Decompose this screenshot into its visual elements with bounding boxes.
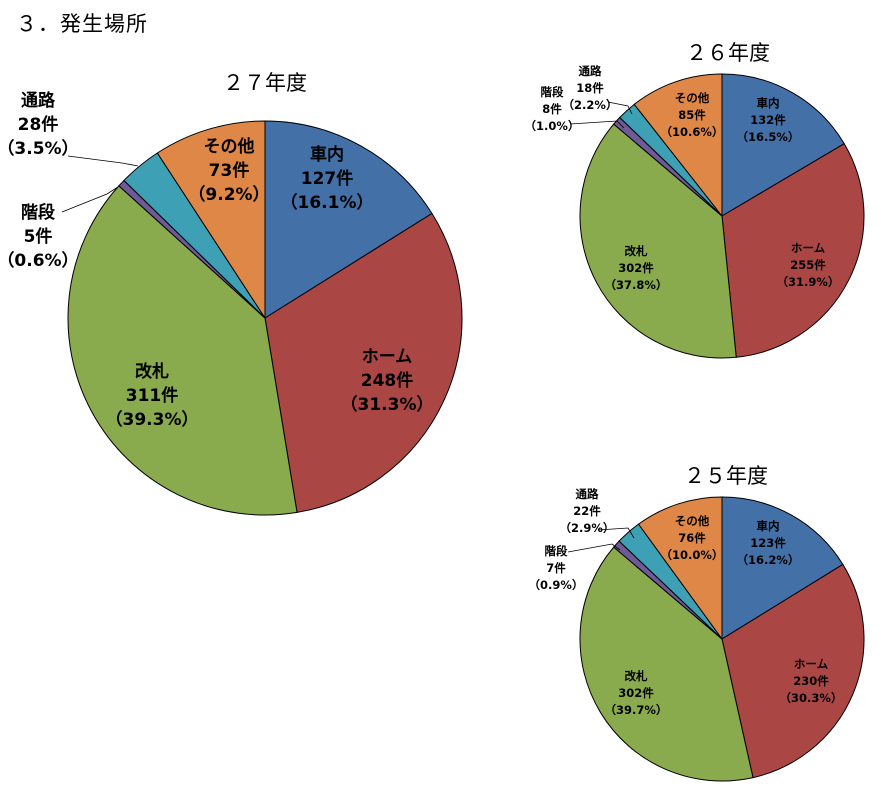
- leader-line: [569, 120, 625, 129]
- pie-slice: [721, 143, 865, 358]
- page-title: ３．発生場所: [16, 12, 148, 36]
- slice-label: ホーム 255件（31.9%）: [777, 241, 840, 289]
- slice-label: ホーム 248件（31.3%）: [341, 347, 434, 415]
- pie-slice: [721, 73, 845, 217]
- pie-slice: [637, 496, 723, 641]
- chart-title: ２５年度: [684, 464, 768, 488]
- slice-label: 車内 127件（16.1%）: [281, 144, 374, 213]
- slice-label: 改札 302件（37.8%）: [605, 244, 668, 292]
- slice-label: 階段 5件（0.6%）: [0, 202, 79, 271]
- leader-line: [607, 101, 633, 115]
- slice-label: その他 76件（10.0%）: [661, 514, 724, 562]
- chart-title: ２６年度: [686, 41, 770, 65]
- chart-title: ２７年度: [223, 71, 307, 95]
- leader-line: [61, 186, 119, 213]
- pie-slice: [579, 546, 754, 782]
- leader-line: [567, 543, 621, 553]
- slice-label: 改札 311件（39.3%）: [106, 361, 199, 430]
- pie-slice: [721, 563, 865, 779]
- pie-slice: [721, 496, 844, 640]
- pie-slice: [264, 120, 433, 319]
- pie-slice: [156, 120, 266, 320]
- slice-label: 階段 8件（1.0%）: [525, 85, 580, 133]
- slice-label: 車内 132件（16.5%）: [737, 96, 800, 144]
- slice-label: 通路 18件（2.2%）: [563, 64, 618, 112]
- pie-slice: [579, 123, 737, 359]
- leader-line: [67, 155, 139, 167]
- pie-slice: [264, 212, 463, 513]
- slice-label: 階段 7件（0.9%）: [529, 544, 584, 592]
- leader-line: [597, 527, 635, 539]
- slice-label: 通路 22件（2.9%）: [560, 487, 615, 535]
- slice-label: その他 85件（10.6%）: [661, 91, 724, 139]
- slice-label: 車内 123件（16.2%）: [737, 519, 800, 567]
- slice-label: その他 73件（9.2%）: [188, 136, 269, 205]
- slice-label: 改札 302件（39.7%）: [605, 669, 668, 717]
- pie-slice: [633, 73, 723, 218]
- pie-slice: [67, 185, 298, 516]
- slice-label: ホーム 230件（30.3%）: [780, 657, 843, 705]
- slice-label: 通路 28件（3.5%）: [0, 90, 79, 159]
